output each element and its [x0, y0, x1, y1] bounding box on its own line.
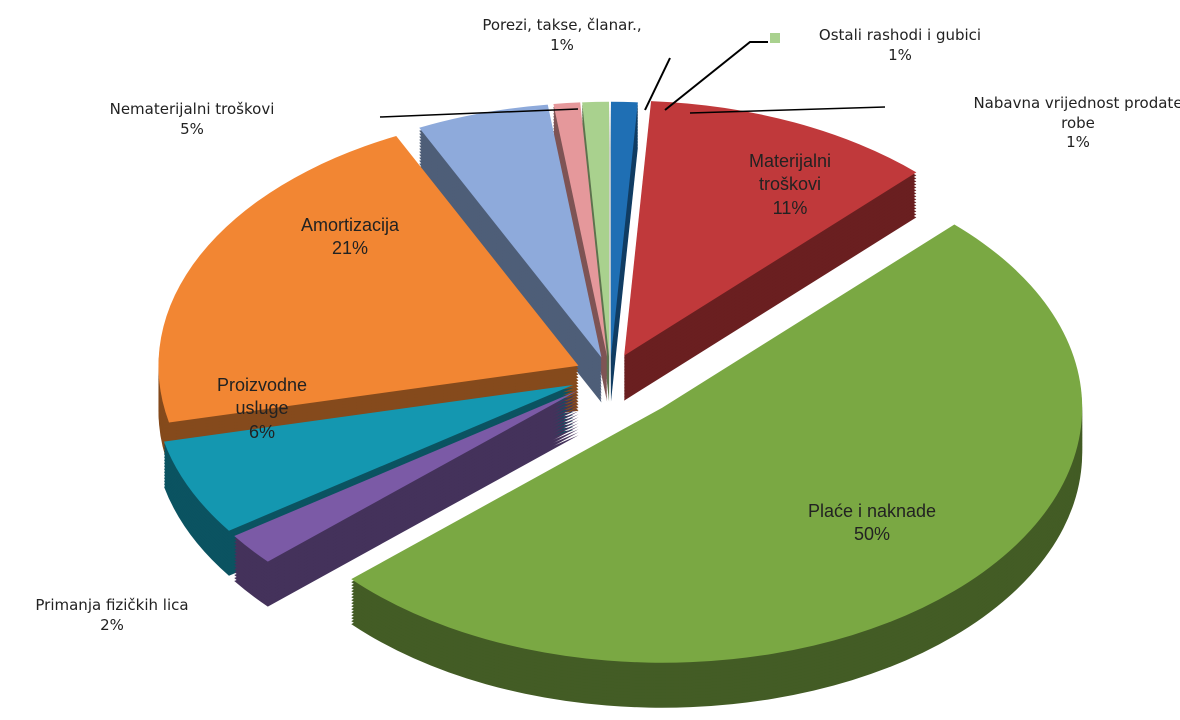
- slice-side: [553, 114, 608, 369]
- percent-label: 50%: [853, 524, 891, 545]
- slice-side: [553, 111, 608, 366]
- slice-label: Nabavna vrijednost prodate robe 1%: [973, 94, 1180, 153]
- slice-label: Ostali rashodi i gubici 1%: [785, 26, 1015, 65]
- slice: [351, 224, 1083, 663]
- slice-side: [553, 126, 608, 381]
- slice-label: Porezi, takse, članar., 1%: [442, 16, 682, 55]
- slice: [163, 384, 574, 531]
- pie: [158, 101, 1083, 708]
- category-name: Nabavna vrijednost prodate robe: [973, 94, 1180, 132]
- percent-label: 21%: [331, 238, 369, 259]
- slice: [419, 104, 602, 358]
- percent-label: 5%: [180, 119, 204, 138]
- category-name: Primanja fizičkih lica: [35, 596, 189, 614]
- category-name: Porezi, takse, članar.,: [482, 16, 642, 34]
- slice-label: Primanja fizičkih lica 2%: [2, 596, 222, 635]
- slice-label: Proizvodne usluge 6%: [207, 374, 317, 444]
- slice: [610, 101, 638, 357]
- category-name: Plaće i naknade: [807, 501, 937, 521]
- slice-side: [553, 120, 608, 375]
- leader-line: [644, 57, 671, 111]
- legend-key: [770, 33, 780, 43]
- leader-line: [664, 41, 768, 111]
- slice: [624, 101, 917, 356]
- slice-label: Plaće i naknade 50%: [772, 500, 972, 547]
- leader-line: [689, 106, 886, 114]
- slice-label: Amortizacija 21%: [250, 214, 450, 261]
- leader-line: [379, 108, 579, 118]
- category-name: Amortizacija: [300, 215, 400, 235]
- percent-label: 11%: [772, 197, 808, 218]
- percent-label: 1%: [1066, 133, 1090, 151]
- percent-label: 2%: [100, 615, 124, 634]
- slice: [582, 101, 610, 357]
- slice-side: [553, 105, 608, 360]
- category-name: Proizvodne usluge: [216, 375, 308, 419]
- slice: [553, 102, 608, 357]
- category-name: Materijalni troškovi: [748, 151, 832, 195]
- percent-label: 6%: [248, 421, 275, 442]
- slice-side: [553, 117, 608, 372]
- slice-label: Nematerijalni troškovi 5%: [72, 100, 312, 139]
- percent-label: 1%: [550, 35, 574, 54]
- percent-label: 1%: [888, 45, 912, 64]
- slice: [234, 390, 579, 562]
- category-name: Nematerijalni troškovi: [109, 100, 275, 118]
- slice: [158, 136, 579, 423]
- slice-side: [553, 123, 608, 378]
- category-name: Ostali rashodi i gubici: [818, 26, 982, 44]
- slice-label: Materijalni troškovi 11%: [735, 150, 845, 220]
- slice-side: [553, 129, 608, 384]
- slice-side: [553, 108, 608, 363]
